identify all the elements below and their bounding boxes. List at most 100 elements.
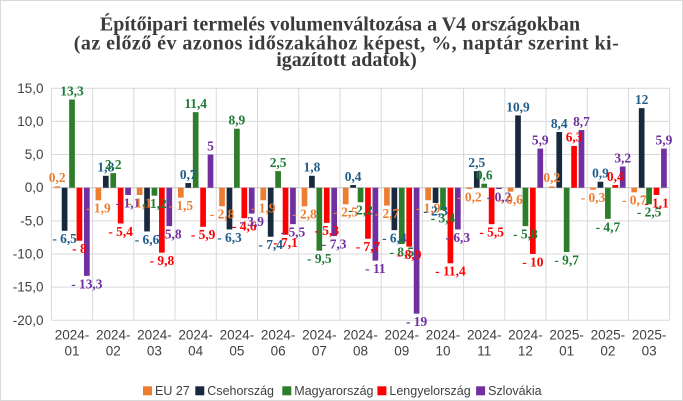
svg-text:2025-: 2025-: [632, 328, 667, 343]
svg-text:- 0,7: - 0,7: [622, 193, 647, 208]
svg-text:01: 01: [559, 344, 574, 359]
svg-text:Szlovákia: Szlovákia: [488, 384, 542, 398]
svg-text:- 0,2: - 0,2: [457, 189, 482, 204]
svg-text:- 0,3: - 0,3: [581, 190, 606, 205]
svg-text:0,2: 0,2: [49, 170, 66, 185]
svg-text:- 3,4: - 3,4: [431, 211, 456, 226]
svg-text:- 2,5: - 2,5: [333, 205, 358, 220]
svg-text:- 5,5: - 5,5: [479, 225, 504, 240]
svg-text:6,3: 6,3: [566, 130, 583, 145]
svg-text:- 0,6: - 0,6: [498, 192, 523, 207]
svg-text:- 2,7: - 2,7: [375, 206, 400, 221]
svg-text:1,8: 1,8: [97, 160, 114, 175]
svg-text:0,7: 0,7: [180, 167, 197, 182]
svg-text:-20,0: -20,0: [13, 313, 44, 328]
svg-text:2024-: 2024-: [385, 328, 420, 343]
svg-text:- 1,9: - 1,9: [86, 201, 111, 216]
svg-text:- 1,9: - 1,9: [251, 201, 276, 216]
svg-text:- 10: - 10: [522, 254, 544, 269]
svg-text:2024-: 2024-: [426, 328, 461, 343]
svg-text:Építőipari termelés volumenvál: Építőipari termelés volumenváltozása a V…: [100, 13, 580, 36]
svg-text:- 13,3: - 13,3: [71, 276, 103, 291]
svg-text:- 11,4: - 11,4: [435, 264, 466, 279]
svg-text:11: 11: [477, 344, 491, 359]
svg-text:2,5: 2,5: [468, 155, 485, 170]
svg-text:2025-: 2025-: [591, 328, 626, 343]
svg-text:- 1,5: - 1,5: [169, 198, 194, 213]
svg-text:01: 01: [64, 344, 79, 359]
svg-text:0,6: 0,6: [476, 168, 493, 183]
svg-text:2,2: 2,2: [105, 157, 122, 172]
svg-text:10,9: 10,9: [506, 99, 530, 114]
svg-text:8,9: 8,9: [229, 113, 246, 128]
svg-text:04: 04: [188, 344, 204, 359]
svg-text:- 5,3: - 5,3: [314, 223, 339, 238]
svg-text:- 19: - 19: [406, 314, 428, 329]
svg-text:- 7,3: - 7,3: [322, 236, 347, 251]
svg-text:2024-: 2024-: [137, 328, 172, 343]
svg-text:02: 02: [600, 344, 615, 359]
svg-text:10: 10: [435, 344, 450, 359]
svg-text:11,4: 11,4: [184, 96, 207, 111]
svg-text:12: 12: [518, 344, 533, 359]
svg-text:- 1,9: - 1,9: [416, 201, 441, 216]
svg-text:2024-: 2024-: [343, 328, 378, 343]
svg-text:- 7,7: - 7,7: [356, 239, 381, 254]
svg-text:- 1,1: - 1,1: [127, 195, 152, 210]
svg-text:15,0: 15,0: [17, 81, 43, 96]
svg-text:- 2,5: - 2,5: [637, 205, 662, 220]
svg-text:2024-: 2024-: [302, 328, 337, 343]
svg-text:- 6,5: - 6,5: [52, 231, 77, 246]
svg-text:- 11: - 11: [365, 261, 385, 276]
svg-text:5,9: 5,9: [656, 132, 673, 147]
svg-text:07: 07: [312, 344, 327, 359]
svg-text:- 9,8: - 9,8: [150, 253, 175, 268]
svg-text:igazított adatok): igazított adatok): [276, 49, 417, 71]
svg-text:12: 12: [635, 92, 649, 107]
svg-text:09: 09: [394, 344, 409, 359]
svg-text:- 6,3: - 6,3: [446, 230, 471, 245]
svg-text:- 0,2: - 0,2: [487, 189, 512, 204]
svg-text:05: 05: [229, 344, 244, 359]
svg-text:- 1,1: - 1,1: [116, 195, 141, 210]
svg-text:0,4: 0,4: [607, 169, 624, 184]
svg-text:08: 08: [353, 344, 368, 359]
svg-text:- 5,8: - 5,8: [157, 227, 182, 242]
svg-text:- 1,2: - 1,2: [142, 196, 167, 211]
svg-text:8,4: 8,4: [551, 116, 568, 131]
svg-text:2024-: 2024-: [467, 328, 502, 343]
svg-text:5,0: 5,0: [25, 147, 44, 162]
svg-text:10,0: 10,0: [17, 114, 43, 129]
svg-text:- 8,5: - 8,5: [389, 244, 414, 259]
svg-text:- 7,1: - 7,1: [273, 235, 298, 250]
svg-text:13,3: 13,3: [60, 83, 84, 98]
svg-text:- 3,9: - 3,9: [239, 214, 264, 229]
svg-text:2,5: 2,5: [270, 155, 287, 170]
svg-text:- 8,9: - 8,9: [397, 247, 422, 262]
svg-text:2025-: 2025-: [549, 328, 584, 343]
svg-text:- 6,3: - 6,3: [217, 230, 242, 245]
svg-text:- 2,2: - 2,2: [348, 203, 373, 218]
svg-text:-15,0: -15,0: [13, 280, 44, 295]
svg-text:- 2,8: - 2,8: [292, 207, 317, 222]
svg-text:03: 03: [642, 344, 657, 359]
svg-text:5,9: 5,9: [532, 132, 549, 147]
svg-text:2024-: 2024-: [96, 328, 131, 343]
svg-text:0,0: 0,0: [25, 180, 44, 195]
svg-text:- 4,6: - 4,6: [232, 219, 257, 234]
svg-text:- 6,6: - 6,6: [135, 232, 160, 247]
svg-text:- 5,8: - 5,8: [513, 227, 538, 242]
svg-text:06: 06: [271, 344, 286, 359]
svg-text:3,2: 3,2: [614, 150, 631, 165]
svg-text:- 1,1: - 1,1: [644, 195, 669, 210]
svg-text:-5,0: -5,0: [20, 213, 43, 228]
svg-text:Magyarország: Magyarország: [294, 384, 373, 398]
svg-text:2024-: 2024-: [508, 328, 543, 343]
svg-text:- 5,9: - 5,9: [191, 227, 216, 242]
svg-text:03: 03: [147, 344, 162, 359]
svg-text:(az előző év azonos időszakáho: (az előző év azonos időszakához képest, …: [74, 33, 619, 55]
svg-text:- 5,4: - 5,4: [108, 224, 133, 239]
svg-text:-10,0: -10,0: [13, 246, 44, 261]
svg-text:- 9,7: - 9,7: [554, 252, 579, 267]
svg-text:- 2,3: - 2,3: [423, 203, 448, 218]
